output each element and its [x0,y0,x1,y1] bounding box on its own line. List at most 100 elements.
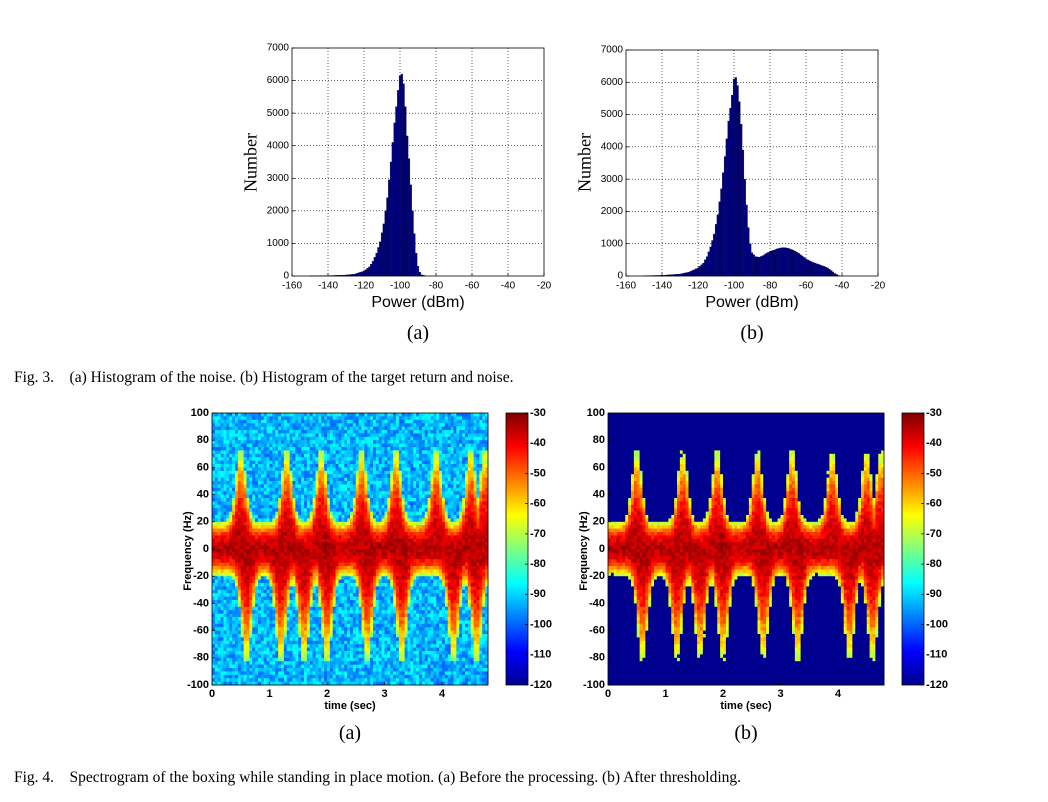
spectrogram-cell [246,647,250,652]
spectrogram-cell [249,593,253,597]
spectrogram-cell [338,518,342,523]
spectrogram-cell [375,511,380,516]
spectrogram-cell [232,474,236,478]
spectrogram-cell [347,494,351,499]
spectrogram-cell [258,532,262,536]
spectrogram-cell [304,555,308,560]
spectrogram-cell [315,419,319,424]
spectrogram-cell [214,474,219,478]
spectrogram-cell [212,637,216,642]
spectrogram-cell [327,423,331,427]
spectrogram-cell [352,668,357,672]
spectrogram-cell [358,433,362,438]
spectrogram-cell [246,572,250,577]
spectrogram-cell [375,436,380,441]
spectrogram-cell [275,430,279,434]
spectrogram-cell [226,467,230,472]
spectrogram-cell [309,484,314,489]
spectrogram-cell [223,511,227,516]
spectrogram-cell [281,593,285,597]
spectrogram-cell [375,474,380,478]
spectrogram-cell [306,484,311,489]
spectrogram-cell [298,671,302,676]
spectrogram-cell [301,623,305,628]
spectrogram-cell [217,501,222,506]
spectrogram-cell [327,620,331,625]
spectrogram-cell [232,637,236,642]
spectrogram-cell [321,644,325,648]
spectrogram-cell [232,433,236,438]
spectrogram-cell [278,460,282,465]
spectrogram-cell [329,572,334,577]
spectrogram-cell [266,596,270,601]
spectrogram-cell [373,515,377,519]
spectrogram-cell [324,413,328,417]
spectrogram-cell [223,453,227,458]
spectrogram-cell [252,525,256,529]
spectrogram-cell [301,447,305,451]
spectrogram-cell [304,501,308,506]
x-tick-label: -60 [465,281,480,292]
spectrogram-cell [289,654,293,659]
spectrogram-cell [355,450,360,455]
spectrogram-cell [306,549,311,553]
spectrogram-cell [269,640,273,645]
spectrogram-cell [237,419,242,424]
spectrogram-cell [266,457,270,461]
spectrogram-cell [324,664,328,669]
spectrogram-cell [332,470,337,475]
spectrogram-cell [312,515,316,519]
spectrogram-cell [252,627,256,631]
spectrogram-cell [324,487,328,492]
spectrogram-cell [327,464,331,468]
spectrogram-cell [249,549,253,553]
spectrogram-cell [341,579,345,584]
spectrogram-cell [338,436,342,441]
spectrogram-cell [272,487,276,492]
spectrogram-cell [318,426,322,431]
spectrogram-cell [286,576,291,580]
spectrogram-cell [232,481,236,485]
spectrogram-cell [332,453,337,458]
spectrogram-cell [361,481,365,485]
spectrogram-cell [350,555,354,560]
spectrogram-cell [324,491,328,495]
spectrogram-cell [260,538,265,543]
spectrogram-cell [212,430,216,434]
spectrogram-cell [338,586,342,591]
spectrogram-cell [223,426,227,431]
spectrogram-cell [315,606,319,611]
spectrogram-cell [352,613,357,618]
spectrogram-cell [220,664,224,669]
spectrogram-cell [286,484,291,489]
spectrogram-cell [286,644,291,648]
spectrogram-cell [304,569,308,574]
spectrogram-cell [318,447,322,451]
spectrogram-cell [286,508,291,512]
spectrogram-cell [240,419,245,424]
spectrogram-cell [315,477,319,482]
spectrogram-cell [275,474,279,478]
spectrogram-cell [246,433,250,438]
spectrogram-cell [329,661,334,665]
spectrogram-cell [324,494,328,499]
spectrogram-cell [275,634,279,638]
spectrogram-cell [355,545,360,550]
spectrogram-cell [324,447,328,451]
spectrogram-cell [220,668,224,672]
spectrogram-cell [344,613,348,618]
spectrogram-cell [283,630,288,635]
spectrogram-cell [370,467,374,472]
spectrogram-cell [212,532,216,536]
spectrogram-cell [327,651,331,655]
spectrogram-cell [344,617,348,621]
spectrogram-cell [220,477,224,482]
spectrogram-cell [344,606,348,611]
spectrogram-cell [278,644,282,648]
spectrogram-cell [344,583,348,587]
spectrogram-cell [370,457,374,461]
spectrogram-cell [289,528,293,533]
spectrogram-cell [347,583,351,587]
spectrogram-cell [361,654,365,659]
spectrogram-cell [252,470,256,475]
